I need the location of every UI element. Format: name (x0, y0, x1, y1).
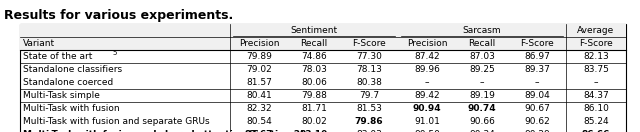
Text: 90.66: 90.66 (469, 117, 495, 126)
Text: Recall: Recall (300, 39, 328, 48)
Text: –: – (480, 78, 484, 87)
Bar (20, 24, 626, 132)
Text: 83.67: 83.67 (244, 130, 273, 132)
Text: 80.41: 80.41 (246, 91, 272, 100)
Text: 89.19: 89.19 (469, 91, 495, 100)
Text: 89.04: 89.04 (524, 91, 550, 100)
Text: 90.34: 90.34 (469, 130, 495, 132)
Text: 83.10: 83.10 (300, 130, 328, 132)
Text: 86.97: 86.97 (524, 52, 550, 61)
Text: Multi-Task with fusion and separate GRUs: Multi-Task with fusion and separate GRUs (23, 117, 210, 126)
Text: –: – (535, 78, 540, 87)
Text: 78.13: 78.13 (356, 65, 382, 74)
Text: 86.10: 86.10 (583, 104, 609, 113)
Text: –: – (425, 78, 429, 87)
Text: Results for various experiments.: Results for various experiments. (4, 9, 233, 22)
Text: 5: 5 (112, 50, 116, 56)
Text: State of the art: State of the art (23, 52, 92, 61)
Text: 80.38: 80.38 (356, 78, 382, 87)
Text: 82.32: 82.32 (246, 104, 272, 113)
Text: 77.30: 77.30 (356, 52, 382, 61)
Text: Variant: Variant (23, 39, 55, 48)
Text: 80.54: 80.54 (246, 117, 272, 126)
Text: 74.86: 74.86 (301, 52, 327, 61)
Text: Multi-Task simple: Multi-Task simple (23, 91, 100, 100)
Text: Recall: Recall (468, 39, 495, 48)
Text: Standalone classifiers: Standalone classifiers (23, 65, 122, 74)
Text: 90.67: 90.67 (524, 104, 550, 113)
Text: 79.88: 79.88 (301, 91, 327, 100)
Text: 86.66: 86.66 (582, 130, 610, 132)
Text: 89.37: 89.37 (524, 65, 550, 74)
Text: Multi-Task with fusion and shared attention (Section 2): Multi-Task with fusion and shared attent… (23, 130, 304, 132)
Text: 83.75: 83.75 (583, 65, 609, 74)
Bar (20, 24, 626, 37)
Text: 87.42: 87.42 (414, 52, 440, 61)
Text: 90.50: 90.50 (414, 130, 440, 132)
Text: 83.03: 83.03 (356, 130, 382, 132)
Text: Sarcasm: Sarcasm (463, 26, 501, 35)
Text: Standalone coerced: Standalone coerced (23, 78, 113, 87)
Text: 79.86: 79.86 (355, 117, 383, 126)
Text: –: – (594, 78, 598, 87)
Text: 80.02: 80.02 (301, 117, 327, 126)
Text: 79.89: 79.89 (246, 52, 272, 61)
Text: 80.06: 80.06 (301, 78, 327, 87)
Text: 85.24: 85.24 (583, 117, 609, 126)
Text: 90.94: 90.94 (413, 104, 442, 113)
Text: 89.42: 89.42 (414, 91, 440, 100)
Text: 90.62: 90.62 (524, 117, 550, 126)
Text: 90.74: 90.74 (468, 104, 496, 113)
Text: 79.02: 79.02 (246, 65, 272, 74)
Text: Multi-Task with fusion: Multi-Task with fusion (23, 104, 120, 113)
Bar (20, 37, 626, 50)
Text: 82.13: 82.13 (583, 52, 609, 61)
Text: 89.25: 89.25 (469, 65, 495, 74)
Text: 78.03: 78.03 (301, 65, 327, 74)
Text: F-Score: F-Score (352, 39, 386, 48)
Text: Sentiment: Sentiment (291, 26, 337, 35)
Text: 81.53: 81.53 (356, 104, 382, 113)
Text: F-Score: F-Score (579, 39, 613, 48)
Text: 90.29: 90.29 (524, 130, 550, 132)
Text: Average: Average (577, 26, 614, 35)
Text: 87.03: 87.03 (469, 52, 495, 61)
Text: 81.57: 81.57 (246, 78, 272, 87)
Text: 89.96: 89.96 (414, 65, 440, 74)
Text: Precision: Precision (407, 39, 447, 48)
Text: 81.71: 81.71 (301, 104, 327, 113)
Text: 79.7: 79.7 (359, 91, 379, 100)
Text: F-Score: F-Score (520, 39, 554, 48)
Text: 84.37: 84.37 (583, 91, 609, 100)
Text: Precision: Precision (239, 39, 279, 48)
Text: 91.01: 91.01 (414, 117, 440, 126)
